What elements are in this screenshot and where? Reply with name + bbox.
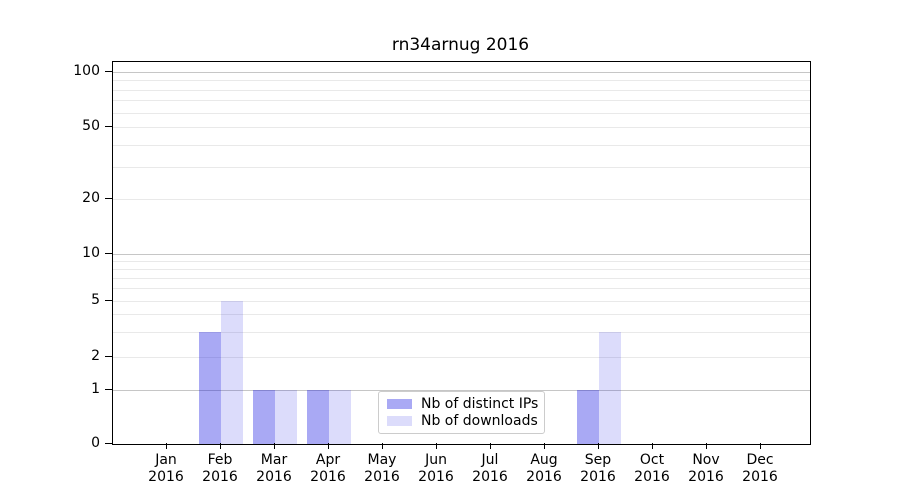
- y-tick-1: [105, 388, 112, 390]
- bar-sep-nb-of-distinct-ips: [577, 389, 599, 444]
- y-tick-5: [105, 299, 112, 301]
- y-tick-0: [105, 443, 112, 444]
- gridline-minor-y9: [113, 260, 810, 262]
- x-tick-apr: [328, 443, 329, 449]
- gridline-minor-y60: [113, 112, 810, 114]
- bar-feb-nb-of-downloads: [221, 300, 243, 444]
- x-tick-jun: [436, 443, 437, 449]
- x-tick-feb: [220, 443, 221, 449]
- gridline-major-y10: [113, 253, 810, 255]
- x-tick-label-jan: Jan 2016: [148, 452, 184, 485]
- x-tick-label-oct: Oct 2016: [634, 452, 670, 485]
- bar-feb-nb-of-distinct-ips: [199, 331, 221, 444]
- x-tick-label-mar: Mar 2016: [256, 452, 292, 485]
- y-tick-label-10: 10: [82, 244, 100, 261]
- gridline-minor-y7: [113, 277, 810, 279]
- gridline-minor-y80: [113, 89, 810, 91]
- gridline-minor-y6: [113, 288, 810, 290]
- x-tick-sep: [598, 443, 599, 449]
- legend-item-downloads: Nb of downloads: [387, 413, 538, 430]
- x-tick-label-jun: Jun 2016: [418, 452, 454, 485]
- gridline-minor-y50: [113, 127, 810, 128]
- x-tick-may: [382, 443, 383, 449]
- legend-label-downloads: Nb of downloads: [421, 413, 538, 430]
- y-tick-label-5: 5: [91, 291, 100, 308]
- y-tick-label-0: 0: [91, 435, 100, 451]
- gridline-minor-y20: [113, 199, 810, 200]
- legend-swatch-downloads: [387, 416, 412, 427]
- x-tick-label-apr: Apr 2016: [310, 452, 346, 485]
- legend-item-distinct-ips: Nb of distinct IPs: [387, 395, 539, 412]
- chart-title: rn34arnug 2016: [391, 35, 530, 55]
- legend: Nb of distinct IPs Nb of downloads: [378, 391, 545, 434]
- x-tick-mar: [274, 443, 275, 449]
- gridline-minor-y4: [113, 314, 810, 316]
- y-tick-100: [105, 71, 112, 72]
- x-tick-label-may: May 2016: [364, 452, 400, 485]
- x-tick-dec: [760, 443, 761, 449]
- x-tick-label-nov: Nov 2016: [688, 452, 724, 485]
- plot-area: [112, 61, 811, 445]
- y-tick-50: [105, 126, 112, 127]
- y-tick-label-1: 1: [91, 380, 100, 397]
- y-tick-label-20: 20: [82, 190, 100, 206]
- legend-label-distinct-ips: Nb of distinct IPs: [421, 395, 539, 412]
- x-tick-label-sep: Sep 2016: [580, 452, 616, 485]
- y-tick-label-100: 100: [73, 63, 100, 79]
- gridline-minor-y8: [113, 268, 810, 270]
- y-tick-label-2: 2: [91, 347, 100, 364]
- gridline-major-y1: [113, 389, 810, 391]
- x-tick-label-feb: Feb 2016: [202, 452, 238, 485]
- x-tick-aug: [544, 443, 545, 449]
- gridline-minor-y2: [113, 356, 810, 358]
- x-tick-nov: [706, 443, 707, 449]
- bar-mar-nb-of-downloads: [275, 389, 297, 444]
- x-tick-jan: [166, 443, 167, 449]
- x-tick-jul: [490, 443, 491, 449]
- gridline-major-y100: [113, 72, 810, 73]
- gridline-minor-y30: [113, 167, 810, 169]
- y-tick-2: [105, 355, 112, 357]
- x-tick-oct: [652, 443, 653, 449]
- bar-apr-nb-of-distinct-ips: [307, 389, 329, 444]
- x-tick-label-dec: Dec 2016: [742, 452, 778, 485]
- legend-swatch-distinct-ips: [387, 398, 412, 409]
- bar-apr-nb-of-downloads: [329, 389, 351, 444]
- y-tick-10: [105, 252, 112, 254]
- bar-mar-nb-of-distinct-ips: [253, 389, 275, 444]
- gridline-minor-y70: [113, 100, 810, 102]
- gridline-minor-y3: [113, 331, 810, 333]
- y-tick-label-50: 50: [82, 118, 100, 134]
- x-tick-label-jul: Jul 2016: [472, 452, 508, 485]
- gridline-minor-y5: [113, 300, 810, 302]
- gridline-minor-y40: [113, 144, 810, 146]
- bar-sep-nb-of-downloads: [599, 331, 621, 444]
- y-tick-20: [105, 198, 112, 199]
- x-tick-label-aug: Aug 2016: [526, 452, 562, 485]
- gridline-minor-y90: [113, 80, 810, 82]
